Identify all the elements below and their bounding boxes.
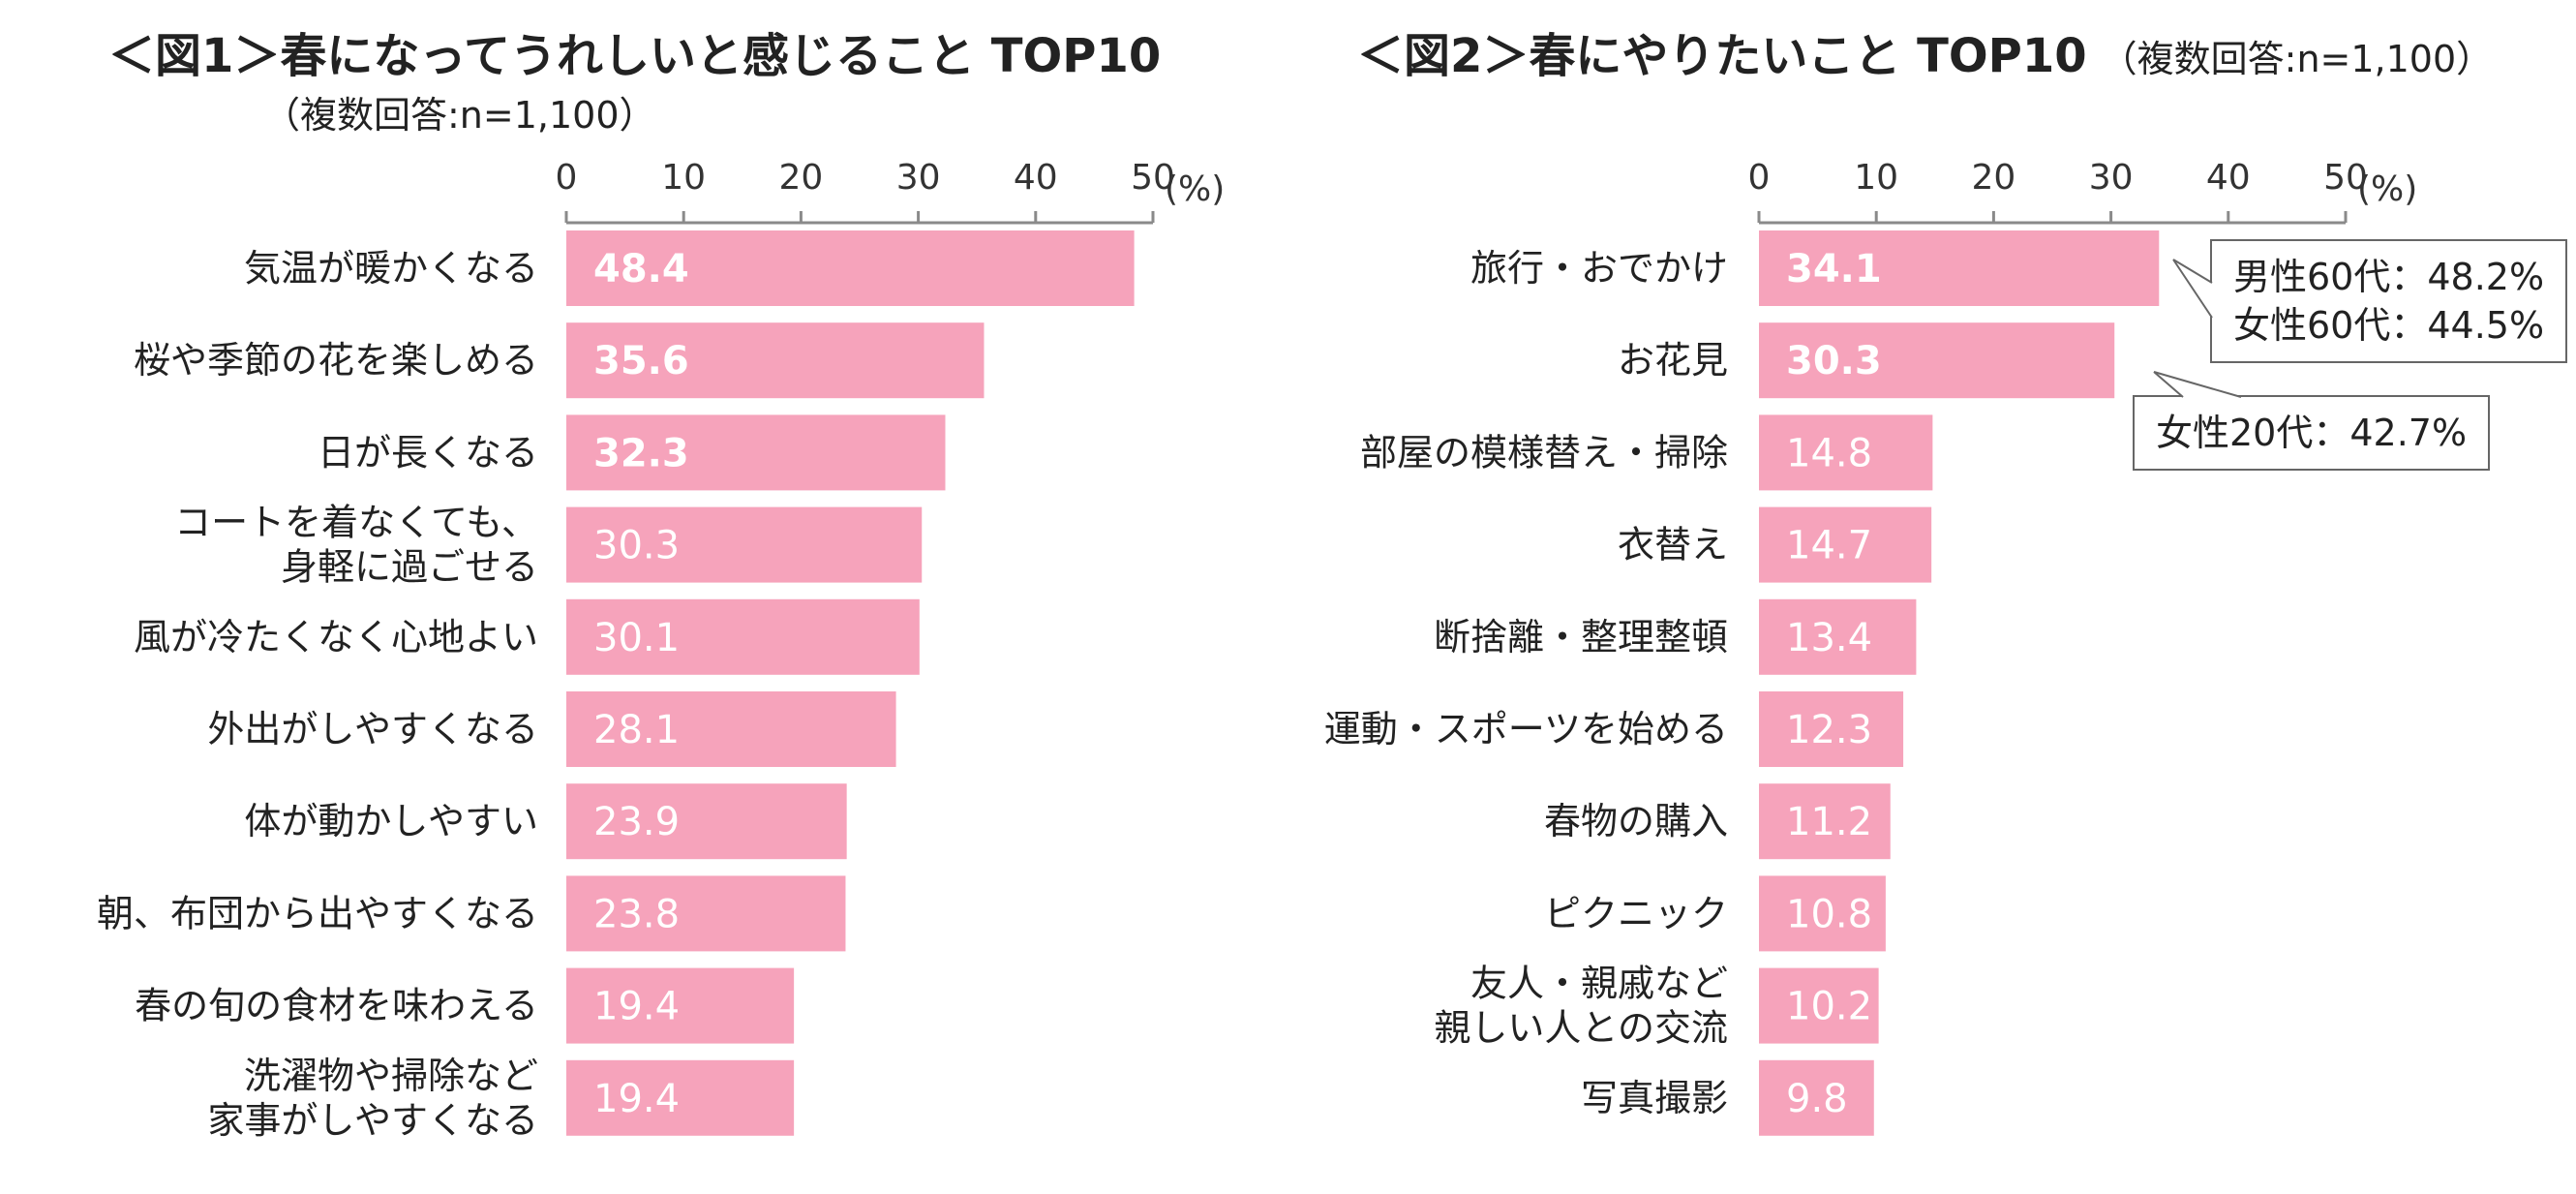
chart2-bar <box>1759 598 1917 675</box>
chart2-bar <box>1759 1059 1874 1136</box>
chart2-value-label: 30.3 <box>1786 339 1882 383</box>
chart2-tick-label: 20 <box>1971 158 2015 198</box>
chart1-category-label: コートを着なくても、 <box>174 502 538 544</box>
chart2-bar <box>1759 322 2115 399</box>
chart2-category-label: 春物の購入 <box>1544 800 1728 842</box>
chart2-value-label: 34.1 <box>1786 247 1882 291</box>
chart2-tick-label: 30 <box>2089 158 2134 198</box>
chart1-bar <box>566 230 1135 306</box>
callout-box: 女性20代：42.7% <box>2133 395 2491 471</box>
chart1-category-label: 桜や季節の花を楽しめる <box>134 339 538 382</box>
chart1-value-label: 35.6 <box>593 339 689 383</box>
chart1-category-label: 洗濯物や掃除など <box>244 1055 538 1097</box>
chart1-tick-label: 0 <box>556 158 578 198</box>
chart1-value-label: 32.3 <box>593 431 689 475</box>
callout-box: 男性60代：48.2% 女性60代：44.5% <box>2210 239 2568 363</box>
chart2-tick-label: 40 <box>2206 158 2251 198</box>
chart1-value-label: 30.1 <box>593 616 680 660</box>
chart2-value-label: 12.3 <box>1786 708 1872 752</box>
chart1-category-label: 朝、布団から出やすくなる <box>97 892 538 934</box>
chart2-bar <box>1759 506 1932 583</box>
chart1-bar <box>566 783 847 860</box>
chart1-title: ＜図1＞春になってうれしいと感じること TOP10 <box>108 29 1162 83</box>
chart1-tick-label: 20 <box>778 158 823 198</box>
chart2-tick-label: 10 <box>1854 158 1898 198</box>
chart2-category-label: ピクニック <box>1544 892 1728 934</box>
chart1-category-label: 家事がしやすくなる <box>207 1099 538 1142</box>
callout-line: 女性60代：44.5% <box>2233 304 2545 347</box>
chart2-category-label: 運動・スポーツを始める <box>1324 708 1728 750</box>
chart1-category-label: 日が長くなる <box>318 431 538 474</box>
chart1-category-label: 気温が暖かくなる <box>244 247 538 290</box>
chart1-bar <box>566 1059 795 1136</box>
chart2-value-label: 9.8 <box>1786 1077 1848 1121</box>
chart1-bar <box>566 875 846 952</box>
callout-line: 女性20代：42.7% <box>2156 412 2468 454</box>
chart2-bar <box>1759 691 1904 767</box>
chart1-bar <box>566 414 946 491</box>
chart2-category-label: 写真撮影 <box>1581 1077 1728 1119</box>
chart2-bar <box>1759 875 1886 952</box>
chart1-value-label: 23.8 <box>593 892 680 936</box>
chart1-tick-label: 10 <box>661 158 706 198</box>
chart1-value-label: 28.1 <box>593 708 680 752</box>
chart1-value-label: 19.4 <box>593 1077 680 1121</box>
chart1-value-label: 23.9 <box>593 800 680 844</box>
chart1-tick-label: 50 <box>1131 158 1175 198</box>
chart1-category-label: 風が冷たくなく心地よい <box>134 616 538 658</box>
chart1-category-label: 外出がしやすくなる <box>207 708 538 750</box>
chart2-title: ＜図2＞春にやりたいこと TOP10 （複数回答:n=1,100） <box>1357 17 2493 85</box>
chart2-value-label: 14.7 <box>1786 524 1872 568</box>
chart2-value-label: 14.8 <box>1786 431 1872 475</box>
chart2-value-label: 11.2 <box>1786 800 1872 844</box>
chart1-bar <box>566 506 923 583</box>
chart1-bar <box>566 691 896 767</box>
chart1-unit-label: (%) <box>1165 169 1225 209</box>
chart1-bar <box>566 322 985 399</box>
chart1-bar <box>566 598 920 675</box>
chart2-category-label: 友人・親戚など <box>1470 963 1728 1005</box>
chart2-category-label: 親しい人との交流 <box>1434 1007 1728 1050</box>
chart2-tick-label: 0 <box>1748 158 1771 198</box>
chart2-tick-label: 50 <box>2323 158 2368 198</box>
callout-line: 男性60代：48.2% <box>2233 256 2545 298</box>
chart2-category-label: 旅行・おでかけ <box>1470 247 1728 290</box>
chart2-subtitle: （複数回答:n=1,100） <box>2100 38 2494 80</box>
chart2-title-text: ＜図2＞春にやりたいこと TOP10 <box>1357 29 2087 83</box>
chart1-value-label: 19.4 <box>593 985 680 1029</box>
chart1-category-label: 春の旬の食材を味わえる <box>135 985 538 1027</box>
chart2-category-label: 断捨離・整理整頓 <box>1434 616 1728 658</box>
chart2-bar <box>1759 783 1891 860</box>
chart1-subtitle: （複数回答:n=1,100） <box>263 94 656 137</box>
chart1-tick-label: 30 <box>896 158 941 198</box>
chart1-category-label: 身軽に過ごせる <box>281 546 538 589</box>
chart1-value-label: 30.3 <box>593 524 680 568</box>
chart1-bar <box>566 967 795 1044</box>
chart2-value-label: 10.8 <box>1786 892 1872 936</box>
chart2-value-label: 13.4 <box>1786 616 1872 660</box>
chart2-unit-label: (%) <box>2357 169 2417 209</box>
chart1-category-label: 体が動かしやすい <box>244 800 538 842</box>
chart2-category-label: お花見 <box>1618 339 1728 382</box>
chart2-category-label: 部屋の模様替え・掃除 <box>1360 431 1728 474</box>
chart2-bar <box>1759 230 2160 306</box>
chart1-tick-label: 40 <box>1014 158 1058 198</box>
chart2-bar <box>1759 967 1879 1044</box>
chart1-value-label: 48.4 <box>593 247 689 291</box>
chart2-value-label: 10.2 <box>1786 985 1872 1029</box>
chart2-bar <box>1759 414 1933 491</box>
chart2-category-label: 衣替え <box>1618 524 1728 566</box>
